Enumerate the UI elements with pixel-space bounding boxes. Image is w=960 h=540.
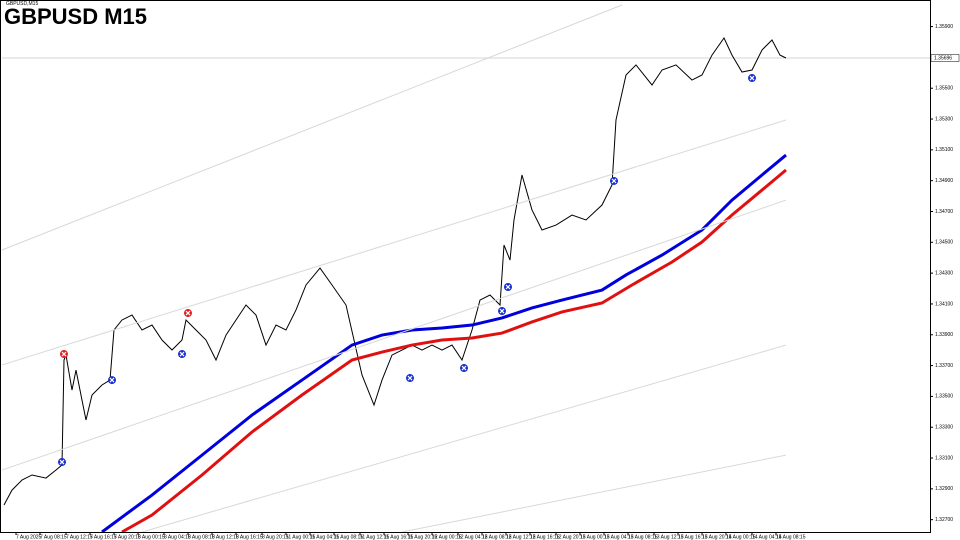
x-tick-label: 12 Aug 08:15 bbox=[482, 534, 512, 540]
x-tick-label: 14 Aug 00:15 bbox=[726, 534, 756, 540]
y-tick-label: 1.33100 bbox=[935, 455, 953, 461]
signal-marker bbox=[610, 176, 618, 185]
series-line bbox=[101, 153, 787, 532]
series-line bbox=[1, 4, 623, 251]
x-tick-label: 7 Aug 16:15 bbox=[90, 534, 117, 540]
series-line bbox=[401, 454, 787, 532]
y-tick-label: 1.34100 bbox=[935, 301, 953, 307]
y-tick-label: 1.35100 bbox=[935, 147, 953, 153]
signal-marker bbox=[60, 350, 68, 359]
series-line bbox=[141, 344, 787, 532]
x-tick-label: 8 Aug 04:15 bbox=[164, 534, 191, 540]
signal-marker bbox=[406, 374, 414, 383]
x-tick-label: 13 Aug 00:15 bbox=[580, 534, 610, 540]
series-line bbox=[121, 168, 787, 532]
x-tick-label: 12 Aug 04:15 bbox=[458, 534, 488, 540]
x-tick-label: 13 Aug 04:15 bbox=[604, 534, 634, 540]
y-tick-label: 1.33300 bbox=[935, 425, 953, 431]
x-tick-label: 11 Aug 12:15 bbox=[360, 534, 389, 540]
x-tick-label: 13 Aug 12:15 bbox=[654, 534, 684, 540]
x-tick-label: 8 Aug 12:15 bbox=[212, 534, 239, 540]
y-tick-label: 1.32900 bbox=[935, 486, 953, 492]
signal-cross bbox=[505, 284, 511, 290]
x-tick-label: 14 Aug 04:15 bbox=[752, 534, 782, 540]
signal-cross bbox=[185, 310, 191, 316]
signal-cross bbox=[499, 308, 505, 314]
x-tick-label: 7 Aug 20:15 bbox=[114, 534, 141, 540]
x-tick-label: 7 Aug 2025 bbox=[16, 534, 42, 540]
y-tick-label: 1.34300 bbox=[935, 270, 953, 276]
signal-cross bbox=[407, 375, 413, 381]
y-tick-label: 1.34900 bbox=[935, 178, 953, 184]
series-line bbox=[3, 36, 787, 506]
x-tick-label: 7 Aug 08:15 bbox=[40, 534, 67, 540]
signal-cross bbox=[611, 178, 617, 184]
y-tick-label: 1.33900 bbox=[935, 332, 953, 338]
x-tick-label: 8 Aug 16:15 bbox=[236, 534, 263, 540]
x-tick-label: 8 Aug 00:15 bbox=[138, 534, 165, 540]
y-tick-label: 1.35500 bbox=[935, 86, 953, 92]
chart-title: GBPUSD M15 bbox=[4, 4, 147, 29]
signal-marker bbox=[108, 376, 116, 385]
x-tick-label: 12 Aug 12:15 bbox=[506, 534, 536, 540]
series-line bbox=[1, 199, 787, 471]
x-tick-label: 8 Aug 08:15 bbox=[188, 534, 215, 540]
signal-cross bbox=[59, 459, 65, 465]
y-tick-label: 1.33500 bbox=[935, 394, 953, 400]
series-line bbox=[1, 119, 787, 366]
x-tick-label: 13 Aug 20:15 bbox=[702, 534, 732, 540]
y-tick-label: 1.32700 bbox=[935, 517, 953, 523]
x-tick-label: 13 Aug 08:15 bbox=[628, 534, 658, 540]
x-tick-label: 14 Aug 08:15 bbox=[776, 534, 806, 540]
signal-cross bbox=[109, 377, 115, 383]
current-price-box bbox=[930, 54, 960, 62]
y-tick-label: 1.35900 bbox=[935, 24, 953, 30]
x-tick-label: 7 Aug 12:15 bbox=[66, 534, 93, 540]
signal-cross bbox=[61, 351, 67, 357]
signal-marker bbox=[58, 458, 66, 467]
x-tick-label: 11 Aug 00:15 bbox=[286, 534, 315, 540]
signal-cross bbox=[461, 365, 467, 371]
x-tick-label: 12 Aug 16:15 bbox=[530, 534, 560, 540]
y-tick-label: 1.34700 bbox=[935, 209, 953, 215]
signal-cross bbox=[179, 351, 185, 357]
signal-marker bbox=[178, 350, 186, 359]
x-tick-label: 12 Aug 20:15 bbox=[556, 534, 586, 540]
x-tick-label: 13 Aug 16:15 bbox=[678, 534, 708, 540]
x-tick-label: 8 Aug 20:15 bbox=[262, 534, 289, 540]
signal-marker bbox=[460, 364, 468, 373]
x-tick-label: 11 Aug 04:15 bbox=[310, 534, 339, 540]
x-tick-label: 11 Aug 16:15 bbox=[384, 534, 413, 540]
y-tick-label: 1.34500 bbox=[935, 240, 953, 246]
plot-frame bbox=[0, 0, 931, 533]
current-price-label: 1.35696 bbox=[934, 55, 952, 61]
y-tick-label: 1.35300 bbox=[935, 116, 953, 122]
signal-marker bbox=[748, 74, 756, 83]
symbol-label: GBPUSD,M15 bbox=[6, 1, 38, 7]
plot bbox=[1, 4, 930, 532]
y-tick-label: 1.33700 bbox=[935, 363, 953, 369]
signal-marker bbox=[504, 282, 512, 291]
x-tick-label: 11 Aug 20:15 bbox=[408, 534, 437, 540]
x-tick-label: 11 Aug 08:15 bbox=[334, 534, 363, 540]
x-tick-label: 12 Aug 00:15 bbox=[432, 534, 462, 540]
signal-marker bbox=[184, 309, 192, 318]
signal-marker bbox=[498, 307, 506, 316]
signal-cross bbox=[749, 75, 755, 81]
